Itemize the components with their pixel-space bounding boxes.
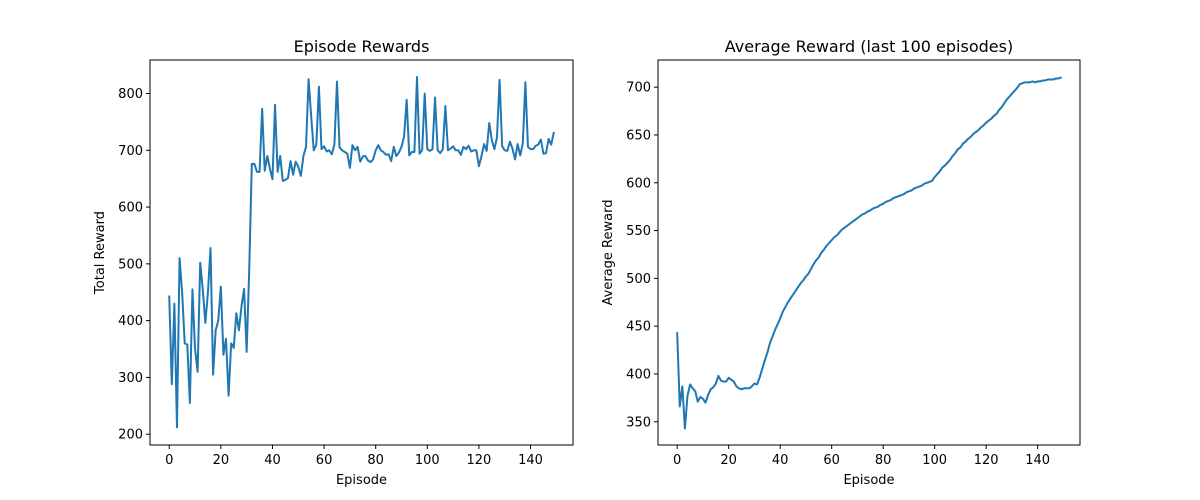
average-reward-x-tick-label: 100 <box>922 453 947 468</box>
episode-rewards-x-tick-label: 100 <box>415 453 440 468</box>
chart-average-reward: 0 20 40 60 80 100 120 140 350 400 450 500 550 600 650 7… <box>601 37 1081 488</box>
episode-rewards-y-tick-label: 200 <box>118 428 143 443</box>
average-reward-title: Average Reward (last 100 episodes) <box>725 37 1013 56</box>
episode-rewards-x-tick-label: 20 <box>213 453 230 468</box>
average-reward-x-axis-label: Episode <box>843 473 894 488</box>
average-reward-y-tick-label: 350 <box>626 415 651 430</box>
episode-rewards-series-line <box>168 76 555 429</box>
average-reward-y-tick-label: 600 <box>626 176 651 191</box>
average-reward-y-tick-label: 700 <box>626 81 651 96</box>
average-reward-series-line <box>676 76 1062 430</box>
average-reward-y-tick-label: 450 <box>626 320 651 335</box>
chart-episode-rewards: 0 20 40 60 80 100 120 140 200 300 400 500 600 700 800 E… <box>93 37 574 488</box>
episode-rewards-x-tick-label: 80 <box>367 453 384 468</box>
average-reward-plot-frame <box>657 59 1081 446</box>
average-reward-y-axis-label: Average Reward <box>601 200 616 306</box>
average-reward-y-tick-label: 550 <box>626 224 651 239</box>
average-reward-x-tick-label: 60 <box>823 453 840 468</box>
episode-rewards-y-tick-label: 600 <box>118 201 143 216</box>
episode-rewards-y-tick-label: 400 <box>118 314 143 329</box>
average-reward-x-tick-label: 120 <box>974 453 999 468</box>
episode-rewards-plot-frame <box>149 59 574 446</box>
episode-rewards-y-tick-label: 300 <box>118 371 143 386</box>
average-reward-y-tick-label: 500 <box>626 272 651 287</box>
average-reward-x-tick-label: 80 <box>875 453 892 468</box>
episode-rewards-x-tick-label: 120 <box>467 453 492 468</box>
episode-rewards-title: Episode Rewards <box>294 37 430 56</box>
episode-rewards-y-axis-label: Total Reward <box>93 211 108 295</box>
average-reward-x-tick-label: 0 <box>673 453 681 468</box>
episode-rewards-y-tick-label: 800 <box>118 87 143 102</box>
episode-rewards-y-tick-label: 500 <box>118 257 143 272</box>
episode-rewards-x-axis-label: Episode <box>336 473 387 488</box>
episode-rewards-x-tick-label: 60 <box>316 453 333 468</box>
episode-rewards-x-tick-label: 0 <box>165 453 173 468</box>
average-reward-y-tick-label: 400 <box>626 367 651 382</box>
average-reward-y-tick-label: 650 <box>626 128 651 143</box>
average-reward-x-tick-label: 20 <box>720 453 737 468</box>
episode-rewards-y-tick-label: 700 <box>118 144 143 159</box>
episode-rewards-x-tick-label: 140 <box>518 453 543 468</box>
episode-rewards-x-tick-label: 40 <box>264 453 281 468</box>
average-reward-x-tick-label: 140 <box>1025 453 1050 468</box>
average-reward-x-tick-label: 40 <box>772 453 789 468</box>
